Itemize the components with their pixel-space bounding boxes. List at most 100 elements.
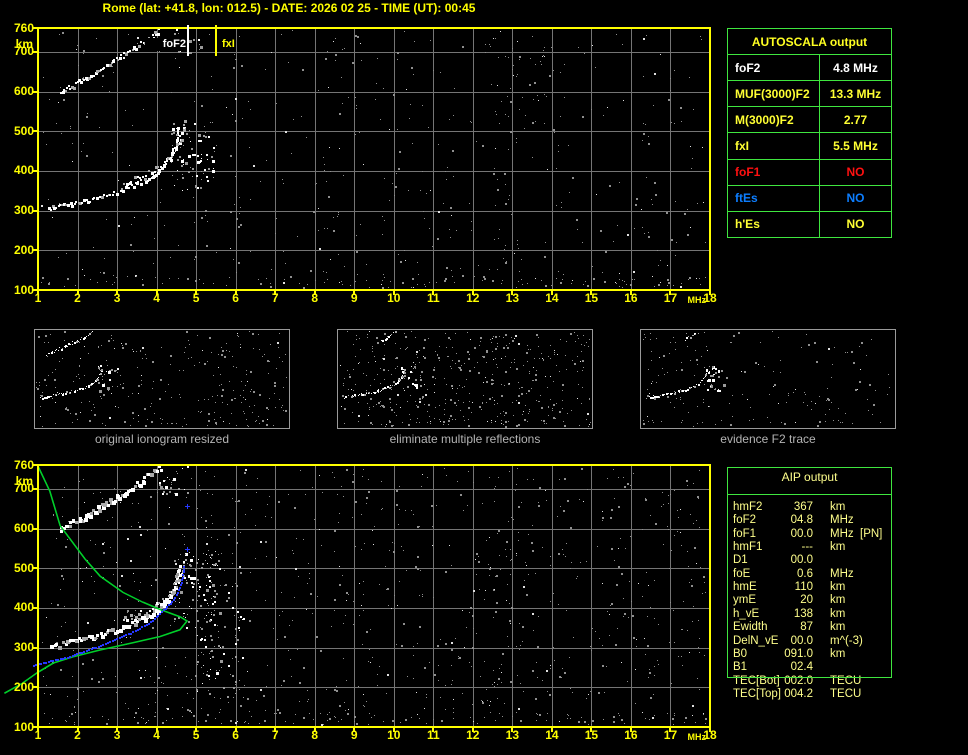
x-axis-tick-label: 7: [271, 728, 279, 742]
x-axis-tick-label: 10: [387, 728, 401, 742]
aip-table-row: B0 091.0 km: [727, 648, 892, 661]
autoscala-row-value: 13.3 MHz: [819, 81, 891, 107]
y-axis-unit-label: km: [15, 37, 33, 51]
y-axis-tick-label: 700: [13, 44, 34, 59]
aip-row-unit: MHz: [830, 514, 854, 527]
x-axis-tick-label: 1: [34, 291, 42, 305]
autoscala-row-value: NO: [819, 185, 891, 211]
autoscala-row-value: NO: [819, 211, 891, 237]
autoscala-row-label: foF1: [735, 165, 761, 180]
x-axis-tick-label: 16: [624, 291, 638, 305]
aip-row-label: B0: [733, 647, 748, 660]
autoscala-row-label: foF2: [735, 60, 761, 75]
aip-table-divider: [727, 494, 892, 495]
y-axis-tick-label: 400: [13, 163, 34, 178]
autoscala-table-row: foF2 4.8 MHz: [728, 54, 891, 81]
aip-row-value: 367: [793, 501, 813, 513]
autoscala-row-value: NO: [819, 159, 891, 185]
y-axis-tick-label: 700: [13, 481, 34, 496]
aip-table-row: foE 0.6 MHz: [727, 568, 892, 581]
aip-row-label: foE: [733, 567, 751, 580]
aip-row-value: 138: [793, 607, 813, 620]
foF2-marker-label: foF2: [145, 38, 187, 51]
x-axis-tick-label: 4: [153, 291, 160, 305]
aip-row-unit: km: [830, 501, 846, 513]
y-axis-tick-label: 500: [13, 560, 34, 575]
aip-row-unit: TECU: [830, 674, 862, 687]
aip-row-value: 87: [800, 621, 813, 634]
bottom-ionogram-canvas: [0, 457, 730, 735]
aip-table-row: hmE 110 km: [727, 581, 892, 594]
autoscala-row-label: fxI: [735, 138, 750, 153]
x-axis-tick-label: 6: [232, 291, 239, 305]
aip-row-label: ymE: [733, 594, 756, 607]
x-axis-tick-label: 11: [426, 291, 440, 305]
aip-row-value: 091.0: [784, 647, 813, 660]
aip-table-row: foF2 04.8 MHz: [727, 514, 892, 527]
autoscala-row-label: MUF(3000)F2: [735, 86, 810, 101]
y-axis-tick-label: 760: [13, 457, 34, 472]
x-axis-tick-label: 11: [426, 728, 440, 742]
aip-table-row: TEC[Bot] 002.0 TECU: [727, 675, 892, 688]
x-axis-tick-label: 5: [192, 291, 200, 305]
autoscala-row-label: M(3000)F2: [735, 112, 794, 127]
y-axis-tick-label: 760: [13, 20, 34, 35]
aip-row-label: D1: [733, 554, 748, 567]
y-axis-tick-label: 200: [13, 242, 34, 257]
aip-table-row: hmF2 367 km: [727, 501, 892, 514]
x-axis-tick-label: 3: [113, 291, 121, 305]
x-axis-tick-label: 5: [192, 728, 200, 742]
aip-row-value: 02.4: [790, 661, 813, 674]
x-axis-tick-label: 18: [703, 728, 717, 742]
aip-table-row: Ewidth 87 km: [727, 621, 892, 634]
autoscala-row-value: 4.8 MHz: [819, 55, 891, 81]
autoscala-table-row: M(3000)F2 2.77: [728, 106, 891, 133]
aip-row-label: hmF2: [733, 501, 763, 513]
aip-table-row: hmF1 --- km: [727, 541, 892, 554]
autoscala-table-row: fxI 5.5 MHz: [728, 132, 891, 159]
aip-row-value: 110: [794, 581, 813, 594]
y-axis-tick-label: 600: [13, 521, 34, 535]
aip-row-value: 00.0: [790, 527, 813, 540]
x-axis-tick-label: 10: [387, 291, 401, 305]
aip-table-row: D1 00.0: [727, 554, 892, 567]
y-axis-tick-label: 100: [13, 282, 34, 297]
autoscala-table-header: AUTOSCALA output: [751, 34, 868, 49]
aip-row-unit: km: [830, 541, 846, 554]
x-axis-tick-label: 2: [74, 728, 81, 742]
x-axis-tick-label: 7: [271, 291, 279, 305]
x-axis-tick-label: 8: [311, 291, 319, 305]
autoscala-row-value: 2.77: [819, 107, 891, 133]
aip-row-unit: km: [830, 594, 846, 607]
y-axis-tick-label: 100: [13, 719, 34, 734]
x-axis-tick-label: 6: [232, 728, 239, 742]
x-axis-unit-label: MHz: [687, 732, 707, 742]
x-axis-tick-label: 12: [466, 728, 480, 742]
x-axis-tick-label: 14: [545, 291, 559, 305]
aip-table-row: DelN_vE 00.0 m^(-3): [727, 635, 892, 648]
x-axis-tick-label: 12: [466, 291, 480, 305]
y-axis-tick-label: 400: [13, 600, 34, 615]
aip-row-unit: km: [830, 581, 846, 594]
x-axis-tick-label: 8: [311, 728, 319, 742]
mini-panel-eliminate-reflections: [337, 329, 593, 429]
aip-row-value: ---: [801, 541, 814, 554]
aip-row-unit: MHz: [830, 567, 854, 580]
x-axis-tick-label: 4: [153, 728, 160, 742]
aip-row-value: 04.8: [790, 514, 813, 527]
aip-row-label: DelN_vE: [733, 634, 779, 647]
x-axis-tick-label: 9: [350, 291, 358, 305]
aip-row-unit: MHz: [830, 527, 854, 540]
x-axis-tick-label: 18: [703, 291, 717, 305]
page-title: Rome (lat: +41.8, lon: 012.5) - DATE: 20…: [102, 1, 476, 15]
aip-row-value: 20: [800, 594, 813, 607]
x-axis-tick-label: 14: [545, 728, 559, 742]
aip-row-label: TEC[Top]: [733, 687, 781, 700]
aip-table-row: foF1 00.0 MHz [PN]: [727, 528, 892, 541]
aip-table-row: h_vE 138 km: [727, 608, 892, 621]
aip-row-unit: km: [830, 607, 846, 620]
x-axis-tick-label: 15: [584, 728, 599, 742]
aip-row-unit: TECU: [830, 687, 862, 700]
autoscala-row-label: h'Es: [735, 217, 760, 232]
